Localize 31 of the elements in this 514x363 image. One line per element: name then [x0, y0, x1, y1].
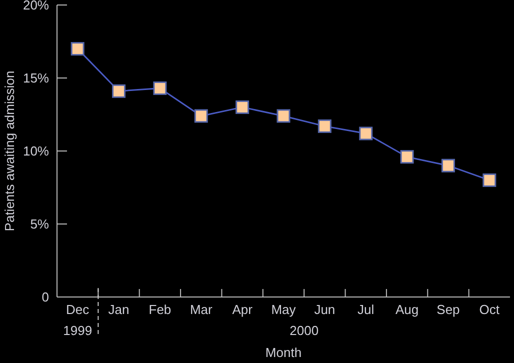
- text: 1999: [63, 323, 92, 338]
- y-axis-title: Patients awaiting admission: [2, 70, 17, 232]
- x-tick-label: Mar: [190, 302, 213, 317]
- point: [400, 150, 414, 164]
- x-tick-label: Feb: [148, 302, 172, 317]
- y-tick-label: 10%: [22, 144, 50, 159]
- y-tick-label: 5%: [30, 216, 50, 232]
- point: [441, 158, 455, 172]
- x-tick-label: Sep: [436, 302, 460, 317]
- x-tick-label: Jun: [314, 302, 336, 317]
- point: [194, 109, 208, 123]
- point: [482, 173, 496, 187]
- point: [153, 81, 167, 95]
- x-tick-label: Jan: [108, 302, 130, 317]
- point: [70, 42, 84, 56]
- x-tick-label: May: [271, 302, 296, 317]
- text: 2000: [290, 323, 319, 338]
- y-tick-label: 20%: [22, 0, 50, 13]
- x-tick-label: Apr: [232, 302, 254, 317]
- y-tick-label: 0: [42, 290, 49, 305]
- y-tick-label: 15%: [22, 70, 50, 86]
- point: [359, 126, 373, 140]
- x-tick-label: Oct: [479, 302, 500, 317]
- x-tick-label: Jul: [358, 302, 374, 317]
- point: [318, 119, 332, 133]
- x-tick-label: Dec: [66, 302, 90, 317]
- point: [276, 109, 290, 123]
- point: [112, 84, 126, 98]
- x-axis-title: Month: [265, 345, 302, 360]
- point: [236, 100, 250, 114]
- x-tick-label: Aug: [395, 302, 419, 317]
